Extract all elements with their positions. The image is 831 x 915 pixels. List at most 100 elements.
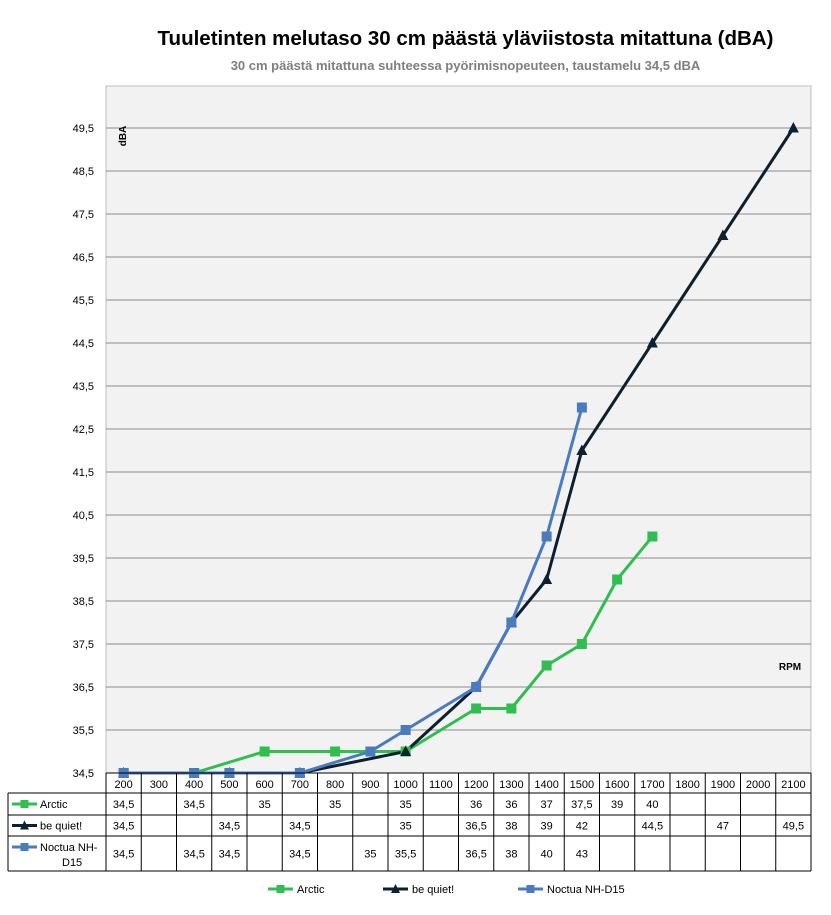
row-series-name: Noctua NH- xyxy=(40,842,98,854)
legend: Arctic be quiet! Noctua NH-D15 xyxy=(268,884,625,896)
y-tick-labels: 34,5 35,5 36,5 37,5 38,5 39,5 40,5 41,5 42,5 43,5… xyxy=(73,123,94,780)
table-cell: 35 xyxy=(400,821,412,833)
y-tick-label: 49,5 xyxy=(73,123,94,135)
table-cell: 47 xyxy=(717,821,729,833)
table-cell: 39 xyxy=(611,799,623,811)
data-point-marker xyxy=(576,444,588,455)
data-point-marker xyxy=(471,703,482,714)
y-tick-label: 40,5 xyxy=(73,510,94,522)
y-tick-label: 39,5 xyxy=(73,553,94,565)
table-cell: 34,5 xyxy=(183,849,204,861)
y-tick-label: 37,5 xyxy=(73,639,94,651)
chart-subtitle: 30 cm päästä mitattuna suhteessa pyörimi… xyxy=(230,58,701,73)
row-series-name-cont: D15 xyxy=(62,857,82,869)
data-point-marker xyxy=(400,725,411,735)
table-cell: 36 xyxy=(505,799,517,811)
x-axis-label: RPM xyxy=(779,662,801,673)
data-point-marker xyxy=(612,574,623,585)
y-tick-label: 36,5 xyxy=(73,682,94,694)
table-cell: 43 xyxy=(576,849,588,861)
table-cell: 35 xyxy=(400,799,412,811)
table-cell: 34,5 xyxy=(289,821,310,833)
table-cell: 35 xyxy=(259,799,271,811)
x-tick-label: 700 xyxy=(291,779,309,791)
x-tick-label: 800 xyxy=(326,779,344,791)
legend-marker xyxy=(391,884,400,893)
x-tick-label: 1300 xyxy=(499,779,523,791)
x-tick-label: 200 xyxy=(114,779,132,791)
gridlines xyxy=(106,127,811,774)
row-series-name: be quiet! xyxy=(40,821,82,833)
table-cell: 36 xyxy=(470,799,482,811)
legend-label: Arctic xyxy=(297,884,325,896)
table-cell: 39 xyxy=(541,821,553,833)
table-cell: 40 xyxy=(541,849,553,861)
x-tick-label: 600 xyxy=(255,779,273,791)
y-tick-label: 43,5 xyxy=(73,381,94,393)
table-cell: 38 xyxy=(505,849,517,861)
y-tick-label: 38,5 xyxy=(73,596,94,608)
data-point-marker xyxy=(541,660,552,671)
table-cell: 34,5 xyxy=(289,849,310,861)
table-cell: 34,5 xyxy=(113,799,134,811)
legend-label: be quiet! xyxy=(412,884,454,896)
y-tick-label: 47,5 xyxy=(73,209,94,221)
x-tick-label: 2000 xyxy=(746,779,770,791)
x-tick-label: 1900 xyxy=(711,779,735,791)
data-point-marker xyxy=(330,746,341,757)
row-legend-marker xyxy=(20,820,29,830)
data-point-marker xyxy=(576,402,587,413)
table-cell: 36,5 xyxy=(465,849,486,861)
data-point-marker xyxy=(541,531,552,542)
legend-marker xyxy=(276,885,285,893)
table-cell: 40 xyxy=(646,799,658,811)
row-legend-marker xyxy=(20,843,29,851)
table-cell: 36,5 xyxy=(465,821,486,833)
x-tick-label: 1000 xyxy=(393,779,417,791)
y-tick-label: 35,5 xyxy=(73,725,94,737)
x-tick-label: 1600 xyxy=(605,779,629,791)
data-point-marker xyxy=(646,337,658,348)
data-point-marker xyxy=(787,122,799,133)
y-tick-label: 42,5 xyxy=(73,424,94,436)
data-point-marker xyxy=(471,682,482,692)
x-tick-label: 1100 xyxy=(429,779,453,791)
table-cell: 34,5 xyxy=(113,849,134,861)
table-cell: 42 xyxy=(576,821,588,833)
data-point-marker xyxy=(506,617,517,628)
x-tick-label: 1200 xyxy=(464,779,488,791)
x-tick-label: 1700 xyxy=(640,779,664,791)
chart-title: Tuuletinten melutaso 30 cm päästä ylävii… xyxy=(157,27,774,50)
table-cell: 34,5 xyxy=(183,799,204,811)
data-point-marker xyxy=(576,639,587,649)
x-tick-label: 1500 xyxy=(570,779,594,791)
y-tick-label: 46,5 xyxy=(73,252,94,264)
y-tick-label: 48,5 xyxy=(73,166,94,178)
table-cell: 37 xyxy=(541,799,553,811)
x-tick-label: 500 xyxy=(220,779,238,791)
legend-label: Noctua NH-D15 xyxy=(547,884,625,896)
data-point-marker xyxy=(400,745,412,756)
row-legend-marker xyxy=(20,800,29,808)
data-table: 200 300 400 500 600 700 800 900 1000 1100 1200 1300… xyxy=(7,772,812,872)
table-cell: 34,5 xyxy=(219,821,240,833)
table-cell: 34,5 xyxy=(219,849,240,861)
x-tick-label: 2100 xyxy=(781,779,805,791)
table-cell: 35,5 xyxy=(395,849,416,861)
data-point-marker xyxy=(365,746,376,757)
data-point-marker xyxy=(541,573,553,584)
table-cell: 44,5 xyxy=(642,821,663,833)
legend-marker xyxy=(526,885,535,893)
x-tick-label: 400 xyxy=(185,779,203,791)
table-cell: 35 xyxy=(329,799,341,811)
y-tick-label: 45,5 xyxy=(73,295,94,307)
data-point-marker xyxy=(647,531,658,542)
data-point-marker xyxy=(717,229,729,240)
x-tick-label: 300 xyxy=(150,779,168,791)
x-tick-label: 1800 xyxy=(675,779,699,791)
x-tick-label: 1400 xyxy=(534,779,558,791)
table-cell: 34,5 xyxy=(113,821,134,833)
x-tick-label: 900 xyxy=(361,779,379,791)
data-point-marker xyxy=(506,703,517,714)
